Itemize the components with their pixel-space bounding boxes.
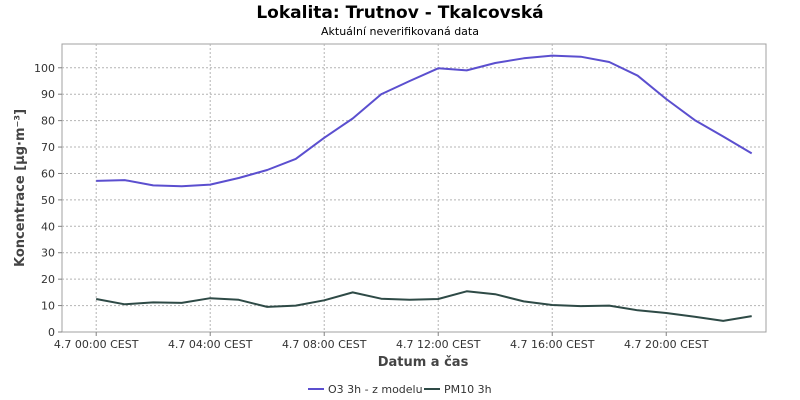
y-tick-label: 20 [41,273,55,286]
legend: O3 3h - z modelu PM10 3h [308,383,492,396]
plot-area [61,43,767,333]
tick-labels: 0 10 20 30 40 50 60 70 80 90 100 4.7 00:00 CEST 4.7 … [34,62,709,351]
y-tick-label: 50 [41,194,55,207]
series-line-o3 [96,54,753,188]
series-lines [96,54,753,322]
y-tick-label: 60 [41,167,55,180]
chart-subtitle: Aktuální neverifikovaná data [321,25,479,38]
x-tick-label: 4.7 16:00 CEST [510,338,595,351]
y-tick-label: 0 [48,326,55,339]
x-tick-label: 4.7 04:00 CEST [168,338,253,351]
chart-title: Lokalita: Trutnov - Tkalcovská [256,3,543,23]
x-axis-label: Datum a čas [378,355,469,370]
y-tick-label: 80 [41,115,55,128]
y-tick-label: 90 [41,88,55,101]
legend-label: O3 3h - z modelu [328,383,423,396]
x-tick-label: 4.7 12:00 CEST [396,338,481,351]
y-tick-label: 30 [41,247,55,260]
series-line-pm10 [96,290,752,322]
y-tick-label: 100 [34,62,55,75]
legend-label: PM10 3h [444,383,492,396]
y-tick-label: 70 [41,141,55,154]
x-tick-label: 4.7 20:00 CEST [624,338,709,351]
y-tick-label: 10 [41,300,55,313]
x-tick-label: 4.7 08:00 CEST [282,338,367,351]
x-tick-label: 4.7 00:00 CEST [54,338,139,351]
y-tick-label: 40 [41,220,55,233]
grid [62,44,766,332]
y-axis-label: Koncentrace [µg·m⁻³] [13,109,28,267]
